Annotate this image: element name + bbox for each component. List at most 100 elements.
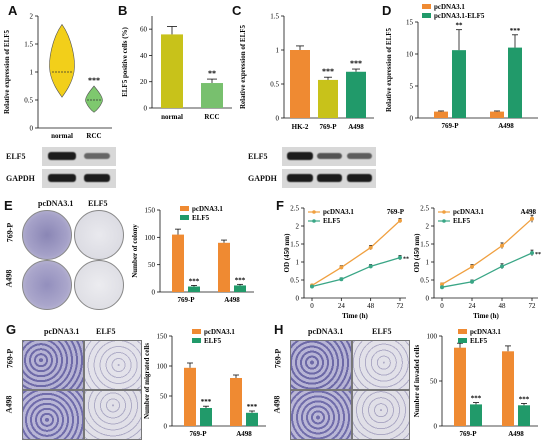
data-point	[339, 277, 344, 282]
y-tick-label: 1.5	[290, 241, 299, 249]
legend-marker	[442, 210, 446, 214]
x-tick-label: 72	[529, 302, 537, 310]
data-point	[530, 251, 534, 255]
y-axis-label: Relative expression of ELF5	[385, 27, 393, 112]
band	[48, 174, 76, 182]
legend-swatch	[192, 338, 201, 343]
x-tick-label: A498	[498, 122, 514, 130]
data-point	[470, 279, 474, 284]
blot-c-elf5	[282, 147, 376, 166]
transwell-image	[352, 340, 410, 390]
legend-label: pcDNA3.1-ELF5	[434, 12, 485, 20]
colony-dish	[22, 210, 72, 260]
y-axis-label: Number of invaded cells	[413, 345, 421, 418]
y-tick-label: 100	[157, 363, 168, 371]
band	[317, 174, 342, 182]
bar	[188, 286, 200, 292]
x-tick-label: 769-P	[189, 430, 207, 438]
x-tick-label: 24	[338, 302, 346, 310]
violin-rcc	[85, 85, 103, 113]
img-row-769p: 769-P	[5, 348, 15, 369]
blot-label-gapdh: GAPDH	[248, 174, 277, 183]
y-tick-label: 15	[406, 19, 414, 27]
legend-swatch	[180, 215, 189, 220]
significance-mark: ***	[235, 276, 246, 284]
legend-swatch	[422, 13, 431, 18]
legend-label: ELF5	[192, 214, 210, 222]
chart-h-bars: 0 50 100 Number of invaded cells *** 769-P ***…	[413, 328, 538, 438]
significance-mark: **	[456, 22, 464, 30]
panel-label-b: B	[118, 3, 128, 18]
data-point	[398, 255, 402, 260]
bar	[161, 34, 183, 108]
y-tick-label: 0	[434, 423, 438, 431]
transwell-image	[22, 340, 84, 390]
y-tick-label: 0	[164, 423, 168, 431]
panel-label-c: C	[232, 3, 242, 18]
x-tick-label: HK-2	[292, 123, 309, 131]
violin-normal	[49, 23, 75, 98]
significance-mark: ***	[322, 67, 334, 76]
x-axis-label: Time (h)	[342, 312, 368, 320]
x-tick-label: 48	[499, 302, 507, 310]
img-row-a498: A498	[4, 269, 14, 288]
bar	[230, 378, 242, 426]
y-tick-label: 100	[427, 333, 438, 341]
chart-b-bars: 0 20 40 60 ELF5 positive cells (%) normal ** RC…	[121, 16, 232, 121]
y-axis-label: Number of migrated cells	[143, 343, 151, 419]
x-tick-label: 48	[367, 302, 375, 310]
data-point	[530, 216, 534, 221]
data-point	[368, 245, 373, 250]
bar	[318, 79, 338, 118]
y-tick-label: 150	[145, 207, 156, 215]
x-tick-label: 769-P	[459, 430, 477, 438]
y-tick-label: 0	[410, 115, 414, 123]
legend-label: ELF5	[453, 217, 471, 225]
significance-mark: ***	[350, 59, 362, 68]
significance-mark: ***	[247, 403, 258, 411]
bar	[218, 242, 230, 292]
panel-label-h: H	[274, 322, 284, 337]
chart-f-769p-lines: 0 0.5 1 1.5 2 2.5 OD (450 nm) 0 24 48 72 Time (h) **…	[283, 205, 409, 321]
y-tick-label: 0.5	[270, 81, 279, 89]
img-col-elf5: ELF5	[96, 327, 116, 336]
colony-dish	[22, 260, 72, 310]
data-point	[470, 264, 474, 269]
chart-e-bars: 0 50 100 150 Number of colony *** 769-P *** A498…	[131, 205, 254, 304]
band	[287, 152, 313, 160]
bar	[518, 405, 530, 426]
series-line	[441, 252, 533, 288]
img-col-elf5: ELF5	[372, 327, 392, 336]
panel-label-g: G	[6, 322, 17, 337]
data-point	[440, 285, 444, 290]
panel-label-e: E	[4, 198, 13, 213]
y-axis-label: Number of colony	[131, 224, 139, 278]
y-tick-label: 50	[148, 261, 156, 269]
x-tick-label: A498	[508, 430, 524, 438]
img-col-pcdna: pcDNA3.1	[308, 327, 344, 336]
bar	[346, 71, 366, 118]
y-tick-label: 60	[140, 26, 148, 34]
band	[84, 153, 110, 159]
y-tick-label: 2.5	[420, 205, 429, 213]
panel-label-d: D	[382, 3, 392, 18]
chart-g-bars: 0 50 100 150 Number of migrated cells *** 769-…	[143, 328, 266, 438]
img-row-769p: 769-P	[5, 222, 15, 243]
img-col-elf5: ELF5	[88, 199, 108, 208]
x-tick-label: A498	[348, 123, 364, 131]
chart-d-bars: 0 5 10 15 Relative expression of ELF5 ** 769-P…	[385, 3, 538, 130]
bar	[508, 47, 522, 118]
legend-swatch	[192, 329, 201, 334]
y-tick-label: 0	[296, 295, 300, 303]
chart-c-bars: 0 0.5 1 1.5 Relative expression of ELF5 HK-2 *…	[239, 13, 374, 131]
panel-label-f: F	[276, 198, 284, 213]
y-tick-label: 0	[276, 115, 280, 123]
y-tick-label: 2	[30, 13, 34, 21]
x-axis-label: Time (h)	[473, 312, 499, 320]
img-col-pcdna: pcDNA3.1	[38, 199, 74, 208]
y-tick-label: 50	[430, 378, 438, 386]
transwell-image	[84, 390, 142, 440]
data-point	[398, 218, 402, 223]
legend-swatch	[180, 206, 189, 211]
significance-mark: ***	[471, 395, 482, 403]
